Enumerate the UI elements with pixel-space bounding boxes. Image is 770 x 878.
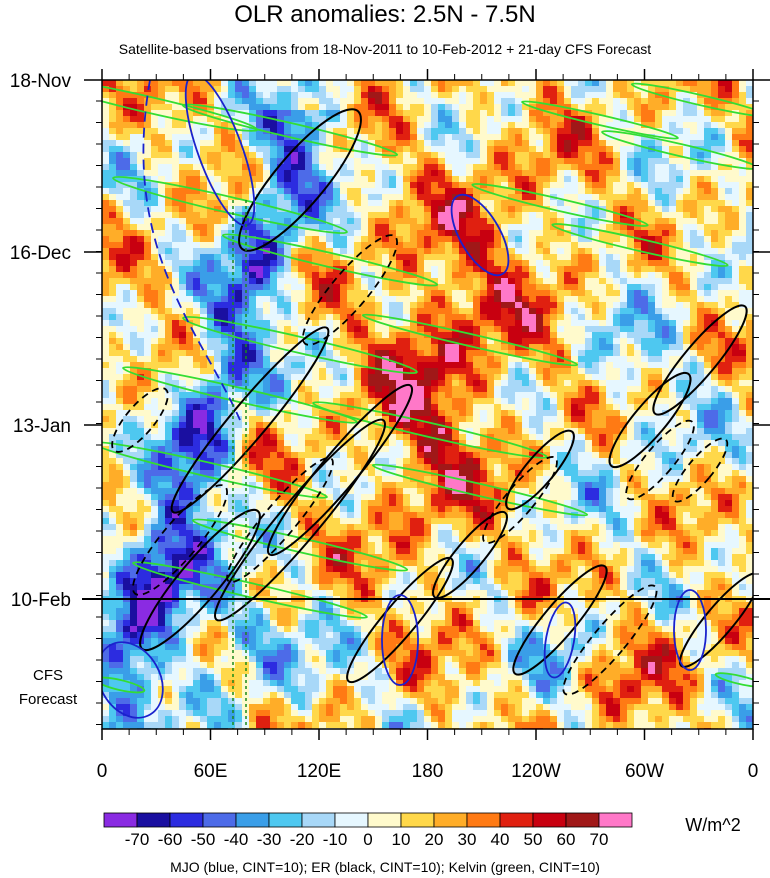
er-contour-dashed — [226, 456, 334, 584]
er-contour-dashed — [482, 456, 558, 544]
er-contour — [608, 371, 692, 469]
colorbar-label: -50 — [191, 830, 216, 849]
x-tick-label: 0 — [748, 761, 759, 782]
colorbar-unit: W/m^2 — [685, 815, 740, 835]
colorbar-swatch — [301, 812, 336, 828]
contour-caption: MJO (blue, CINT=10); ER (black, CINT=10)… — [170, 859, 600, 875]
kelvin-contour — [102, 441, 328, 499]
chart-title: OLR anomalies: 2.5N - 7.5N — [234, 1, 536, 28]
mjo-contour — [673, 589, 707, 671]
kelvin-contour — [312, 401, 548, 459]
colorbar-label: 0 — [363, 830, 372, 849]
mjo-contour — [381, 594, 419, 686]
colorbar-swatch — [565, 812, 600, 828]
y-tick-label: 18-Nov — [10, 71, 72, 92]
forecast-label: CFS — [33, 667, 63, 684]
er-contour-dashed — [625, 419, 695, 501]
er-contour-dashed — [132, 484, 228, 596]
kelvin-contour — [371, 463, 589, 517]
er-contour — [432, 510, 508, 600]
colorbar-swatch — [334, 812, 369, 828]
er-contour-dashed — [562, 584, 658, 696]
colorbar-swatch — [499, 812, 534, 828]
kelvin-contour — [714, 672, 753, 688]
kelvin-contour — [361, 313, 579, 367]
colorbar-label: -60 — [158, 830, 183, 849]
colorbar-swatch — [400, 812, 435, 828]
colorbar: -70 -60 -50 -40 -30 -20 -10 0 10 20 30 40 50 60 70 W/m^… — [103, 812, 741, 849]
kelvin-contour — [181, 103, 399, 157]
er-contour — [678, 572, 753, 668]
colorbar-label: 60 — [557, 830, 576, 849]
kelvin-contour — [221, 233, 439, 287]
colorbar-label: -70 — [125, 830, 150, 849]
colorbar-swatch — [136, 812, 171, 828]
chart-subtitle: Satellite-based bservations from 18-Nov-… — [118, 41, 652, 57]
kelvin-contour — [132, 561, 368, 619]
axes: 18-Nov 16-Dec 13-Jan 10-Feb CFS Forecast 0 60E 1… — [10, 69, 770, 782]
kelvin-contour — [122, 366, 358, 424]
mjo-contour — [102, 641, 164, 719]
y-tick-label: 13-Jan — [13, 416, 71, 437]
er-contour — [346, 556, 454, 684]
x-tick-label: 180 — [412, 761, 444, 782]
mjo-contour — [184, 80, 256, 227]
mjo-contour-dashed — [142, 80, 241, 421]
wave-contours — [102, 80, 753, 729]
colorbar-swatch — [466, 812, 501, 828]
kelvin-contour — [182, 316, 418, 374]
colorbar-label: 30 — [458, 830, 477, 849]
x-tick-label: 120E — [297, 761, 341, 782]
kelvin-contour — [630, 82, 753, 118]
colorbar-swatch — [202, 812, 237, 828]
er-contour — [652, 304, 748, 416]
forecast-label: Forecast — [19, 691, 78, 708]
kelvin-contour — [601, 130, 753, 170]
y-tick-label: 16-Dec — [10, 243, 71, 264]
kelvin-contour — [471, 183, 649, 227]
y-tick-label: 10-Feb — [11, 590, 71, 611]
colorbar-label: 40 — [491, 830, 510, 849]
colorbar-swatch — [367, 812, 402, 828]
colorbar-swatch — [433, 812, 468, 828]
er-contour — [512, 564, 608, 676]
colorbar-swatch — [235, 812, 270, 828]
er-contour — [505, 429, 575, 511]
colorbar-label: -10 — [323, 830, 348, 849]
colorbar-label: 50 — [524, 830, 543, 849]
x-tick-label: 60E — [194, 761, 228, 782]
colorbar-swatch — [103, 812, 138, 828]
kelvin-contour — [521, 100, 679, 140]
er-contour-dashed — [111, 387, 169, 453]
colorbar-label: -20 — [290, 830, 315, 849]
kelvin-contour — [551, 223, 729, 267]
x-tick-label: 120W — [511, 761, 561, 782]
x-tick-label: 0 — [97, 761, 108, 782]
olr-heatmap — [102, 80, 753, 729]
colorbar-swatch — [169, 812, 204, 828]
er-contour — [238, 108, 362, 252]
colorbar-swatch — [532, 812, 567, 828]
er-contour-dashed — [671, 437, 729, 503]
x-tick-label: 60W — [625, 761, 664, 782]
colorbar-label: -40 — [224, 830, 249, 849]
colorbar-label: 70 — [590, 830, 609, 849]
colorbar-label: 10 — [392, 830, 411, 849]
colorbar-swatch — [598, 812, 633, 828]
colorbar-label: -30 — [257, 830, 282, 849]
er-contour — [170, 326, 330, 514]
colorbar-label: 20 — [425, 830, 444, 849]
mjo-contour — [543, 601, 577, 679]
er-contour — [214, 418, 386, 622]
colorbar-swatch — [268, 812, 303, 828]
kelvin-contour — [102, 676, 146, 694]
er-contour-dashed — [302, 234, 398, 346]
mjo-contour — [450, 193, 510, 277]
